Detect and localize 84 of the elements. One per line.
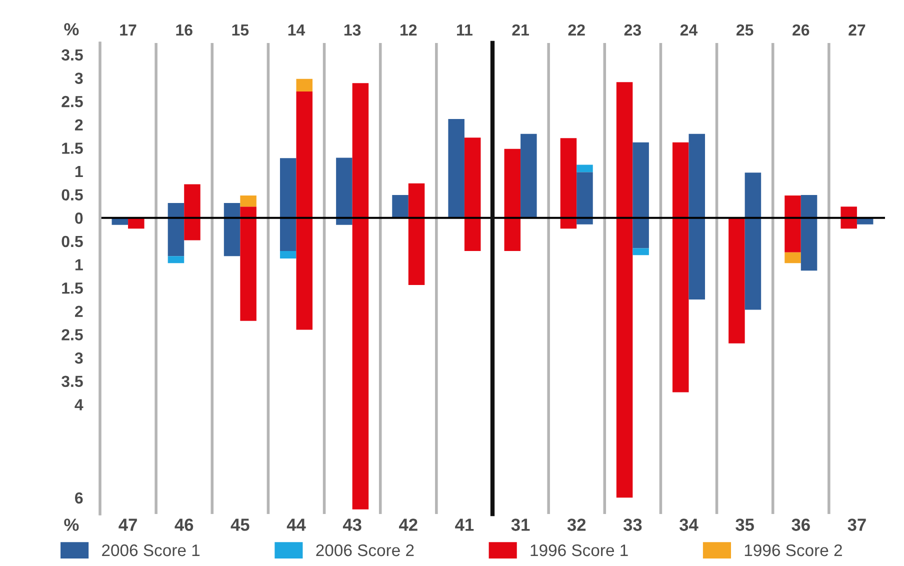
text: 37 <box>848 518 866 531</box>
bar <box>280 250 296 258</box>
text: 35 <box>736 518 754 531</box>
bar <box>240 206 256 321</box>
text: 34 <box>679 518 698 531</box>
bar <box>840 206 857 229</box>
text: 45 <box>230 518 250 531</box>
bar <box>408 183 425 286</box>
text: % <box>64 23 79 36</box>
bar <box>184 184 200 240</box>
bar <box>448 119 464 218</box>
y-tick-label: 2 <box>75 119 83 130</box>
bar <box>632 142 649 248</box>
bar <box>784 195 801 252</box>
y-tick-label: 3.5 <box>62 376 83 388</box>
x-tick-label: 11 <box>457 24 472 36</box>
y-tick-label: 2.5 <box>62 96 83 108</box>
x-tick-label: 26 <box>792 24 810 36</box>
y-tick-label: 3 <box>74 352 83 364</box>
bar <box>224 202 240 256</box>
x-tick-label: 17 <box>120 24 136 36</box>
y-axis-title: % <box>64 518 79 531</box>
text: 41 <box>455 518 474 531</box>
x-tick-label: 23 <box>624 24 641 36</box>
bar <box>744 172 762 310</box>
text: 33 <box>623 518 642 531</box>
y-tick-label: 1 <box>75 166 83 178</box>
bar <box>168 202 184 256</box>
text: 32 <box>567 518 586 531</box>
y-tick-label: 1.5 <box>62 282 83 294</box>
y-tick-label: 3 <box>74 72 83 84</box>
legend-label: 2006 Score 2 <box>316 544 414 556</box>
bar <box>464 138 481 251</box>
legend-label: 1996 Score 2 <box>744 544 842 556</box>
bar <box>784 252 801 264</box>
y-tick-label: 0.5 <box>62 236 83 248</box>
x-tick-label: 21 <box>512 24 529 36</box>
x-tick-label: 24 <box>680 24 698 36</box>
bar <box>128 218 144 229</box>
legend-label: 1996 Score 1 <box>530 544 628 556</box>
bar <box>296 92 313 330</box>
bar <box>576 172 593 224</box>
bar <box>616 82 633 498</box>
bar <box>392 195 408 218</box>
x-tick-label: 15 <box>232 24 249 36</box>
bar <box>240 195 256 207</box>
y-tick-label: 0.5 <box>62 189 83 201</box>
y-tick-label: 1 <box>75 259 83 270</box>
bar <box>672 142 689 392</box>
x-tick-label: 12 <box>400 24 417 36</box>
x-tick-label: 25 <box>736 24 754 36</box>
x-tick-label: 13 <box>344 24 361 36</box>
x-tick-label: 27 <box>848 24 866 36</box>
bar <box>560 138 577 229</box>
bar <box>280 158 296 251</box>
x-tick-label: 16 <box>176 24 192 36</box>
bar <box>336 158 352 225</box>
bar <box>520 134 537 218</box>
text: 47 <box>118 518 137 531</box>
text: 36 <box>792 518 810 531</box>
text: 44 <box>286 518 306 531</box>
text: 43 <box>342 518 362 531</box>
y-tick-label: 1.5 <box>62 142 83 154</box>
y-tick-label: 6 <box>75 492 83 504</box>
text: 46 <box>174 518 194 531</box>
y-tick-label: 2 <box>75 306 83 317</box>
bar <box>688 134 706 300</box>
text: 31 <box>511 518 530 531</box>
bar <box>296 78 313 92</box>
bar <box>800 195 818 271</box>
y-tick-label: 2.5 <box>62 329 83 340</box>
bar <box>168 256 184 264</box>
text: 42 <box>399 518 418 531</box>
bar <box>632 248 649 256</box>
bar <box>576 164 593 172</box>
bar <box>504 148 521 251</box>
bar <box>728 218 745 344</box>
y-tick-label: 3.5 <box>62 49 83 61</box>
legend-label: 2006 Score 1 <box>102 544 200 556</box>
x-tick-label: 22 <box>568 24 585 36</box>
bar <box>352 83 369 510</box>
y-tick-label: 4 <box>74 399 84 410</box>
x-tick-label: 14 <box>288 24 306 36</box>
y-tick-label: 0 <box>75 212 83 224</box>
